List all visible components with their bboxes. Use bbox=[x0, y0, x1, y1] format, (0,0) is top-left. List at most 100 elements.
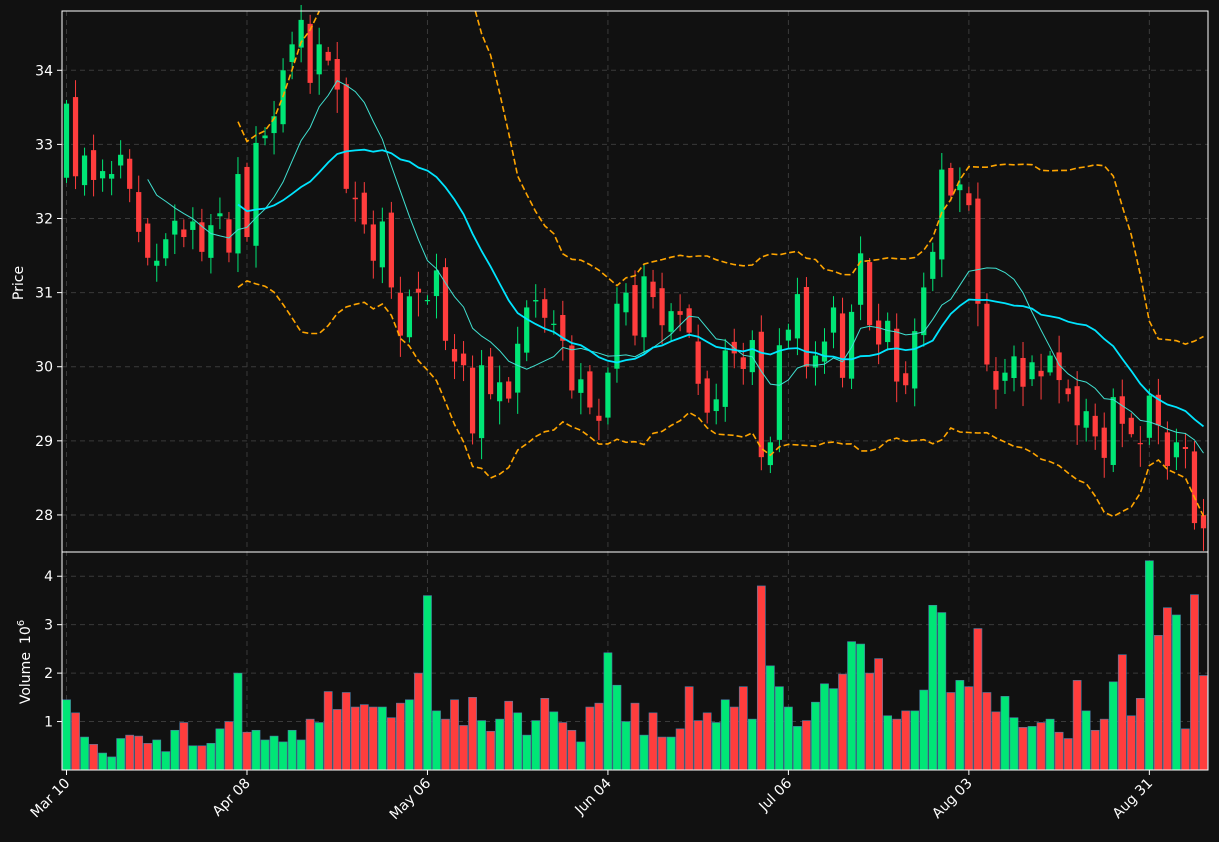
volume-bar bbox=[486, 730, 495, 771]
x-tick-label: Mar 10 bbox=[28, 776, 74, 822]
candle-body bbox=[1092, 415, 1098, 437]
volume-bar bbox=[251, 729, 261, 771]
panel-frames bbox=[61, 10, 1209, 771]
volume-bar bbox=[612, 684, 622, 771]
volume-bar bbox=[468, 697, 477, 771]
volume-bar bbox=[1163, 607, 1172, 771]
volume-bar bbox=[170, 729, 180, 771]
price-tick-label: 31 bbox=[35, 286, 53, 302]
candle-body bbox=[397, 292, 404, 336]
volume-bar bbox=[477, 720, 486, 771]
volume-bar bbox=[955, 680, 965, 771]
candle-body bbox=[830, 307, 837, 333]
volume-panel-frame bbox=[61, 551, 1209, 771]
volume-bar bbox=[206, 743, 216, 771]
candle-body bbox=[307, 23, 313, 83]
volume-bar bbox=[260, 739, 270, 771]
candle-body bbox=[1173, 442, 1180, 458]
volume-bar bbox=[269, 735, 279, 771]
volume-bar bbox=[368, 706, 378, 771]
volume-bar bbox=[459, 725, 468, 771]
volume-bar bbox=[89, 744, 98, 771]
candle-body bbox=[163, 239, 169, 259]
volume-bar bbox=[296, 739, 306, 771]
candle-body bbox=[262, 135, 268, 139]
volume-bar bbox=[450, 699, 459, 771]
volume-bar bbox=[621, 721, 631, 771]
volume-bar bbox=[630, 702, 640, 771]
candle-body bbox=[289, 44, 295, 62]
candle-body bbox=[659, 288, 665, 326]
volume-tick-label: 4 bbox=[44, 569, 53, 585]
candle-body bbox=[885, 320, 891, 343]
volume-bar bbox=[323, 691, 333, 771]
candle-body bbox=[388, 212, 394, 288]
price-tick-label: 28 bbox=[35, 508, 53, 524]
candle-body bbox=[497, 382, 503, 402]
volume-bar bbox=[504, 700, 514, 771]
candle-body bbox=[154, 260, 160, 266]
price-tick-label: 29 bbox=[35, 434, 53, 450]
indicator-lines bbox=[147, 11, 1205, 518]
candle-body bbox=[226, 219, 232, 253]
volume-axis-label-text: Volume bbox=[18, 652, 34, 704]
candle-body bbox=[749, 340, 755, 373]
candle-body bbox=[957, 184, 963, 191]
candle-body bbox=[713, 399, 719, 412]
volume-bar bbox=[1117, 654, 1127, 771]
volume-bar bbox=[387, 717, 396, 771]
candle-body bbox=[650, 281, 656, 298]
candle-body bbox=[740, 357, 746, 369]
volume-axis-exponent-power: 6 bbox=[16, 620, 27, 626]
volume-bar bbox=[1045, 718, 1055, 771]
volume-bar bbox=[603, 652, 613, 771]
volume-bar bbox=[495, 718, 505, 771]
volume-bar bbox=[134, 735, 144, 771]
candle-body bbox=[334, 59, 340, 90]
candle-body bbox=[560, 315, 566, 341]
candle-body bbox=[424, 300, 431, 302]
fast-ma-line bbox=[147, 80, 1204, 454]
candle-body bbox=[506, 381, 512, 399]
candle-body bbox=[298, 19, 304, 48]
volume-bar bbox=[756, 585, 766, 771]
candle-body bbox=[857, 253, 864, 305]
volume-bar bbox=[802, 720, 811, 771]
candle-body bbox=[1101, 427, 1107, 458]
volume-bar bbox=[1181, 728, 1190, 771]
volume-bar bbox=[1172, 614, 1181, 771]
volume-bar bbox=[1036, 722, 1046, 771]
candle-body bbox=[578, 379, 584, 393]
candle-body bbox=[442, 267, 449, 341]
x-tick-label: Aug 31 bbox=[1110, 776, 1156, 822]
lower-band-line bbox=[237, 280, 1205, 518]
candle-body bbox=[370, 224, 376, 261]
candle-body bbox=[244, 166, 250, 238]
candle-body bbox=[551, 323, 557, 325]
volume-bar bbox=[522, 734, 532, 771]
volume-bar bbox=[711, 722, 721, 771]
volume-bar bbox=[1018, 727, 1028, 771]
candle-body bbox=[614, 303, 620, 369]
candle-body bbox=[1146, 395, 1152, 438]
volume-bar bbox=[991, 711, 1001, 771]
volume-bar bbox=[531, 720, 541, 771]
volume-bar bbox=[287, 729, 297, 771]
candle-body bbox=[181, 229, 187, 238]
candle-body bbox=[208, 225, 214, 258]
candle-body bbox=[379, 221, 385, 268]
candle-body bbox=[217, 213, 223, 217]
volume-bar bbox=[242, 731, 252, 771]
candle-body bbox=[136, 192, 142, 232]
volume-bar bbox=[964, 686, 974, 771]
volume-bar bbox=[405, 699, 414, 771]
volume-bar bbox=[720, 699, 730, 771]
volume-bar bbox=[702, 712, 712, 771]
candle-body bbox=[948, 167, 954, 196]
candle-body bbox=[406, 296, 413, 338]
volume-axis-exponent-base: 10 bbox=[18, 626, 34, 644]
candle-body bbox=[1074, 386, 1080, 426]
candle-body bbox=[325, 51, 331, 61]
volume-bar bbox=[116, 738, 126, 771]
